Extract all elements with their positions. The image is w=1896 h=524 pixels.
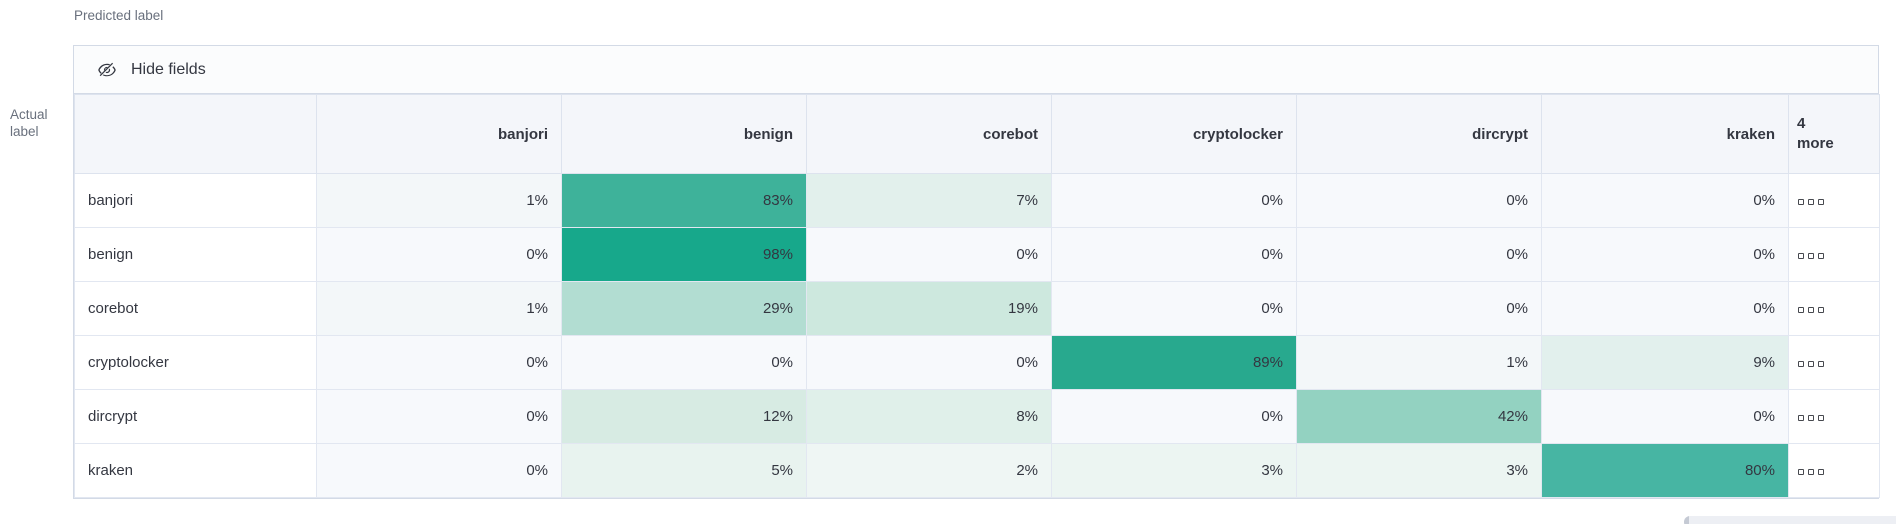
ellipsis-squares-icon[interactable]: [1798, 469, 1824, 475]
cell-corebot-cryptolocker[interactable]: 0%: [1051, 281, 1297, 336]
cell-dircrypt-cryptolocker[interactable]: 0%: [1051, 389, 1297, 444]
cell-banjori-kraken[interactable]: 0%: [1541, 173, 1789, 228]
column-header-cryptolocker[interactable]: cryptolocker: [1051, 94, 1297, 174]
cell-cryptolocker-banjori[interactable]: 0%: [316, 335, 562, 390]
matrix-row-kraken: kraken 0% 5% 2% 3% 3% 80%: [74, 443, 1880, 498]
eye-slash-icon: [97, 60, 117, 80]
matrix-row-cryptolocker: cryptolocker 0% 0% 0% 89% 1% 9%: [74, 335, 1880, 390]
cell-cryptolocker-corebot[interactable]: 0%: [806, 335, 1052, 390]
cell-benign-corebot[interactable]: 0%: [806, 227, 1052, 282]
matrix-header: banjori benign corebot cryptolocker dircrypt…: [74, 94, 1880, 174]
column-header-more[interactable]: 4 more: [1788, 94, 1880, 174]
row-more-cell-dircrypt[interactable]: [1788, 389, 1880, 444]
row-header-kraken[interactable]: kraken: [74, 443, 317, 498]
predicted-label-axis-title: Predicted label: [74, 8, 164, 23]
cell-benign-banjori[interactable]: 0%: [316, 227, 562, 282]
cell-benign-kraken[interactable]: 0%: [1541, 227, 1789, 282]
row-more-cell-corebot[interactable]: [1788, 281, 1880, 336]
cell-benign-benign[interactable]: 98%: [561, 227, 807, 282]
column-header-dircrypt[interactable]: dircrypt: [1296, 94, 1542, 174]
cell-banjori-cryptolocker[interactable]: 0%: [1051, 173, 1297, 228]
cell-kraken-kraken[interactable]: 80%: [1541, 443, 1789, 498]
matrix-row-corebot: corebot 1% 29% 19% 0% 0% 0%: [74, 281, 1880, 336]
cell-dircrypt-banjori[interactable]: 0%: [316, 389, 562, 444]
cell-corebot-banjori[interactable]: 1%: [316, 281, 562, 336]
cell-cryptolocker-kraken[interactable]: 9%: [1541, 335, 1789, 390]
cell-banjori-banjori[interactable]: 1%: [316, 173, 562, 228]
cell-benign-dircrypt[interactable]: 0%: [1296, 227, 1542, 282]
row-header-banjori[interactable]: banjori: [74, 173, 317, 228]
row-more-cell-benign[interactable]: [1788, 227, 1880, 282]
row-more-cell-banjori[interactable]: [1788, 173, 1880, 228]
cell-corebot-benign[interactable]: 29%: [561, 281, 807, 336]
row-header-cryptolocker[interactable]: cryptolocker: [74, 335, 317, 390]
cell-cryptolocker-dircrypt[interactable]: 1%: [1296, 335, 1542, 390]
cell-dircrypt-benign[interactable]: 12%: [561, 389, 807, 444]
header-corner-cell: [74, 94, 317, 174]
matrix-body: banjori 1% 83% 7% 0% 0% 0% benign 0% 98% 0% 0% 0% 0% c…: [74, 173, 1880, 498]
matrix-row-benign: benign 0% 98% 0% 0% 0% 0%: [74, 227, 1880, 282]
ellipsis-squares-icon[interactable]: [1798, 199, 1824, 205]
row-more-cell-kraken[interactable]: [1788, 443, 1880, 498]
cell-benign-cryptolocker[interactable]: 0%: [1051, 227, 1297, 282]
hide-fields-button[interactable]: Hide fields: [74, 46, 1878, 94]
cell-dircrypt-kraken[interactable]: 0%: [1541, 389, 1789, 444]
matrix-row-dircrypt: dircrypt 0% 12% 8% 0% 42% 0%: [74, 389, 1880, 444]
cell-kraken-dircrypt[interactable]: 3%: [1296, 443, 1542, 498]
ellipsis-squares-icon[interactable]: [1798, 415, 1824, 421]
actual-label-axis-title: Actual label: [10, 107, 48, 139]
ellipsis-squares-icon[interactable]: [1798, 307, 1824, 313]
cell-corebot-corebot[interactable]: 19%: [806, 281, 1052, 336]
confusion-matrix-table: banjori benign corebot cryptolocker dircrypt…: [74, 94, 1880, 498]
cell-banjori-corebot[interactable]: 7%: [806, 173, 1052, 228]
column-header-benign[interactable]: benign: [561, 94, 807, 174]
ellipsis-squares-icon[interactable]: [1798, 361, 1824, 367]
cell-banjori-benign[interactable]: 83%: [561, 173, 807, 228]
matrix-row-banjori: banjori 1% 83% 7% 0% 0% 0%: [74, 173, 1880, 228]
cell-kraken-banjori[interactable]: 0%: [316, 443, 562, 498]
cell-cryptolocker-benign[interactable]: 0%: [561, 335, 807, 390]
row-more-cell-cryptolocker[interactable]: [1788, 335, 1880, 390]
cell-corebot-kraken[interactable]: 0%: [1541, 281, 1789, 336]
cell-cryptolocker-cryptolocker[interactable]: 89%: [1051, 335, 1297, 390]
hide-fields-label: Hide fields: [131, 60, 206, 78]
cell-corebot-dircrypt[interactable]: 0%: [1296, 281, 1542, 336]
ellipsis-squares-icon[interactable]: [1798, 253, 1824, 259]
cell-kraken-corebot[interactable]: 2%: [806, 443, 1052, 498]
row-header-dircrypt[interactable]: dircrypt: [74, 389, 317, 444]
cell-kraken-cryptolocker[interactable]: 3%: [1051, 443, 1297, 498]
cell-kraken-benign[interactable]: 5%: [561, 443, 807, 498]
row-header-benign[interactable]: benign: [74, 227, 317, 282]
cell-dircrypt-dircrypt[interactable]: 42%: [1296, 389, 1542, 444]
column-header-corebot[interactable]: corebot: [806, 94, 1052, 174]
cell-banjori-dircrypt[interactable]: 0%: [1296, 173, 1542, 228]
cell-dircrypt-corebot[interactable]: 8%: [806, 389, 1052, 444]
column-header-banjori[interactable]: banjori: [316, 94, 562, 174]
row-header-corebot[interactable]: corebot: [74, 281, 317, 336]
column-header-kraken[interactable]: kraken: [1541, 94, 1789, 174]
confusion-matrix-grid: Hide fields banjori benign corebot cryptolo…: [73, 45, 1880, 499]
horizontal-scrollbar-thumb[interactable]: [1684, 516, 1896, 524]
